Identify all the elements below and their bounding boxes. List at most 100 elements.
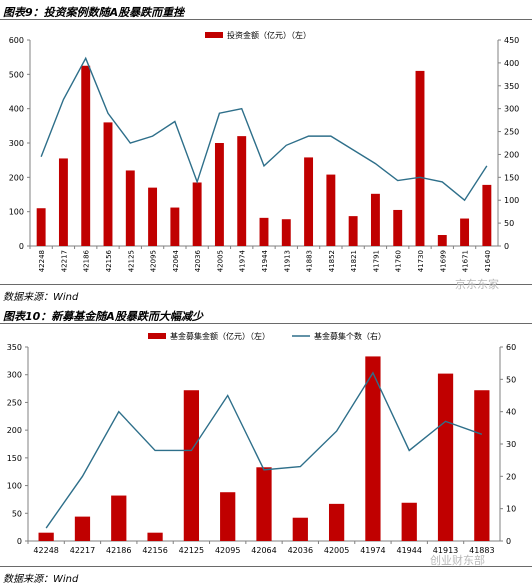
figure2-watermark: 创业财东部 xyxy=(430,554,485,567)
bar xyxy=(259,217,269,246)
figure1-top-rule xyxy=(0,19,532,20)
bar xyxy=(170,207,180,246)
right-tick-label: 300 xyxy=(504,105,519,114)
x-tick-label: 42186 xyxy=(106,546,131,555)
x-tick-label: 42064 xyxy=(172,249,180,272)
x-tick-label: 42156 xyxy=(142,546,167,555)
left-tick-label: 200 xyxy=(7,426,22,435)
figure2-bottom-rule xyxy=(0,566,532,567)
figure2-title: 图表10：新募基金随A股暴跌而大幅减少 xyxy=(3,310,203,323)
left-tick-label: 200 xyxy=(9,173,24,182)
x-tick-label: 42125 xyxy=(179,546,204,555)
bar xyxy=(370,193,380,246)
bar xyxy=(460,218,470,246)
left-tick-label: 300 xyxy=(9,139,24,148)
bar xyxy=(183,390,200,541)
right-tick-label: 60 xyxy=(506,343,516,352)
left-tick-label: 100 xyxy=(7,482,22,491)
bar xyxy=(326,174,336,246)
right-tick-label: 50 xyxy=(506,375,516,384)
left-tick-label: 600 xyxy=(9,36,24,45)
left-tick-label: 0 xyxy=(17,537,22,546)
legend-bar-swatch xyxy=(205,32,223,38)
bar xyxy=(103,122,113,246)
right-tick-label: 30 xyxy=(506,440,516,449)
x-tick-label: 41699 xyxy=(439,250,447,272)
x-tick-label: 42217 xyxy=(70,546,95,555)
bar xyxy=(192,182,202,246)
series-line xyxy=(45,371,483,529)
bar xyxy=(348,216,358,246)
x-tick-label: 41730 xyxy=(417,250,425,272)
x-tick-label: 42005 xyxy=(324,546,349,555)
bar xyxy=(437,235,447,246)
figure2-top-rule xyxy=(0,323,532,324)
left-tick-label: 100 xyxy=(9,208,24,217)
bar xyxy=(304,157,314,246)
left-tick-label: 0 xyxy=(19,242,24,251)
left-tick-label: 50 xyxy=(12,509,22,518)
bar xyxy=(281,219,291,246)
left-tick-label: 250 xyxy=(7,398,22,407)
right-tick-label: 40 xyxy=(506,408,516,417)
left-tick-label: 150 xyxy=(7,454,22,463)
x-tick-label: 41883 xyxy=(306,250,314,272)
x-tick-label: 42005 xyxy=(216,250,224,272)
bar xyxy=(111,495,127,541)
right-tick-label: 200 xyxy=(504,150,519,159)
right-tick-label: 100 xyxy=(504,196,519,205)
x-tick-label: 41974 xyxy=(360,546,385,555)
bar xyxy=(256,467,272,541)
figure1-title: 图表9：投资案例数随A股暴跌而重挫 xyxy=(3,6,185,19)
bar xyxy=(393,209,403,246)
bar xyxy=(237,136,247,246)
right-tick-label: 350 xyxy=(504,82,519,91)
x-tick-label: 42095 xyxy=(215,546,240,555)
x-tick-label: 42125 xyxy=(127,250,135,272)
series-line xyxy=(40,56,488,202)
left-tick-label: 350 xyxy=(7,343,22,352)
figure2-source: 数据来源：Wind xyxy=(3,574,79,585)
chart1: 0 100 200 300 400 500 600 0 50 100 150 200 250 300 350… xyxy=(9,30,520,272)
right-tick-label: 150 xyxy=(504,173,519,182)
right-tick-label: 0 xyxy=(504,242,509,251)
x-tick-label: 41913 xyxy=(283,250,291,272)
x-tick-label: 41913 xyxy=(433,546,458,555)
x-tick-label: 42064 xyxy=(251,546,276,555)
x-tick-label: 42036 xyxy=(288,546,313,555)
bar xyxy=(74,516,91,541)
bar xyxy=(148,187,158,246)
x-tick-label: 41671 xyxy=(462,250,470,272)
bar xyxy=(36,208,46,246)
right-tick-label: 20 xyxy=(506,472,516,481)
figure1-source: 数据来源：Wind xyxy=(3,292,79,303)
figure1-bottom-rule xyxy=(0,284,532,285)
bar xyxy=(401,502,417,541)
bar xyxy=(81,65,91,246)
right-tick-label: 0 xyxy=(506,537,511,546)
x-tick-label: 41821 xyxy=(350,250,358,272)
left-tick-label: 500 xyxy=(9,70,24,79)
x-tick-label: 41640 xyxy=(484,250,492,272)
right-tick-label: 250 xyxy=(504,128,519,137)
right-tick-label: 10 xyxy=(506,505,516,514)
x-tick-label: 41852 xyxy=(328,250,336,272)
x-tick-label: 41974 xyxy=(239,249,247,272)
left-tick-label: 300 xyxy=(7,371,22,380)
bar xyxy=(147,532,163,541)
x-tick-label: 42156 xyxy=(105,249,113,272)
bar xyxy=(474,390,490,541)
bar xyxy=(482,184,492,246)
bar xyxy=(214,143,224,246)
right-tick-label: 400 xyxy=(504,59,519,68)
bar xyxy=(415,70,425,247)
x-tick-label: 42248 xyxy=(33,546,58,555)
x-tick-label: 42036 xyxy=(194,249,202,272)
x-tick-label: 41883 xyxy=(469,546,494,555)
left-tick-label: 400 xyxy=(9,105,24,114)
x-tick-label: 41791 xyxy=(372,250,380,272)
right-tick-label: 450 xyxy=(504,36,519,45)
x-tick-label: 42217 xyxy=(60,250,68,272)
legend-bar-swatch xyxy=(148,333,166,339)
x-tick-label: 41760 xyxy=(395,250,403,272)
